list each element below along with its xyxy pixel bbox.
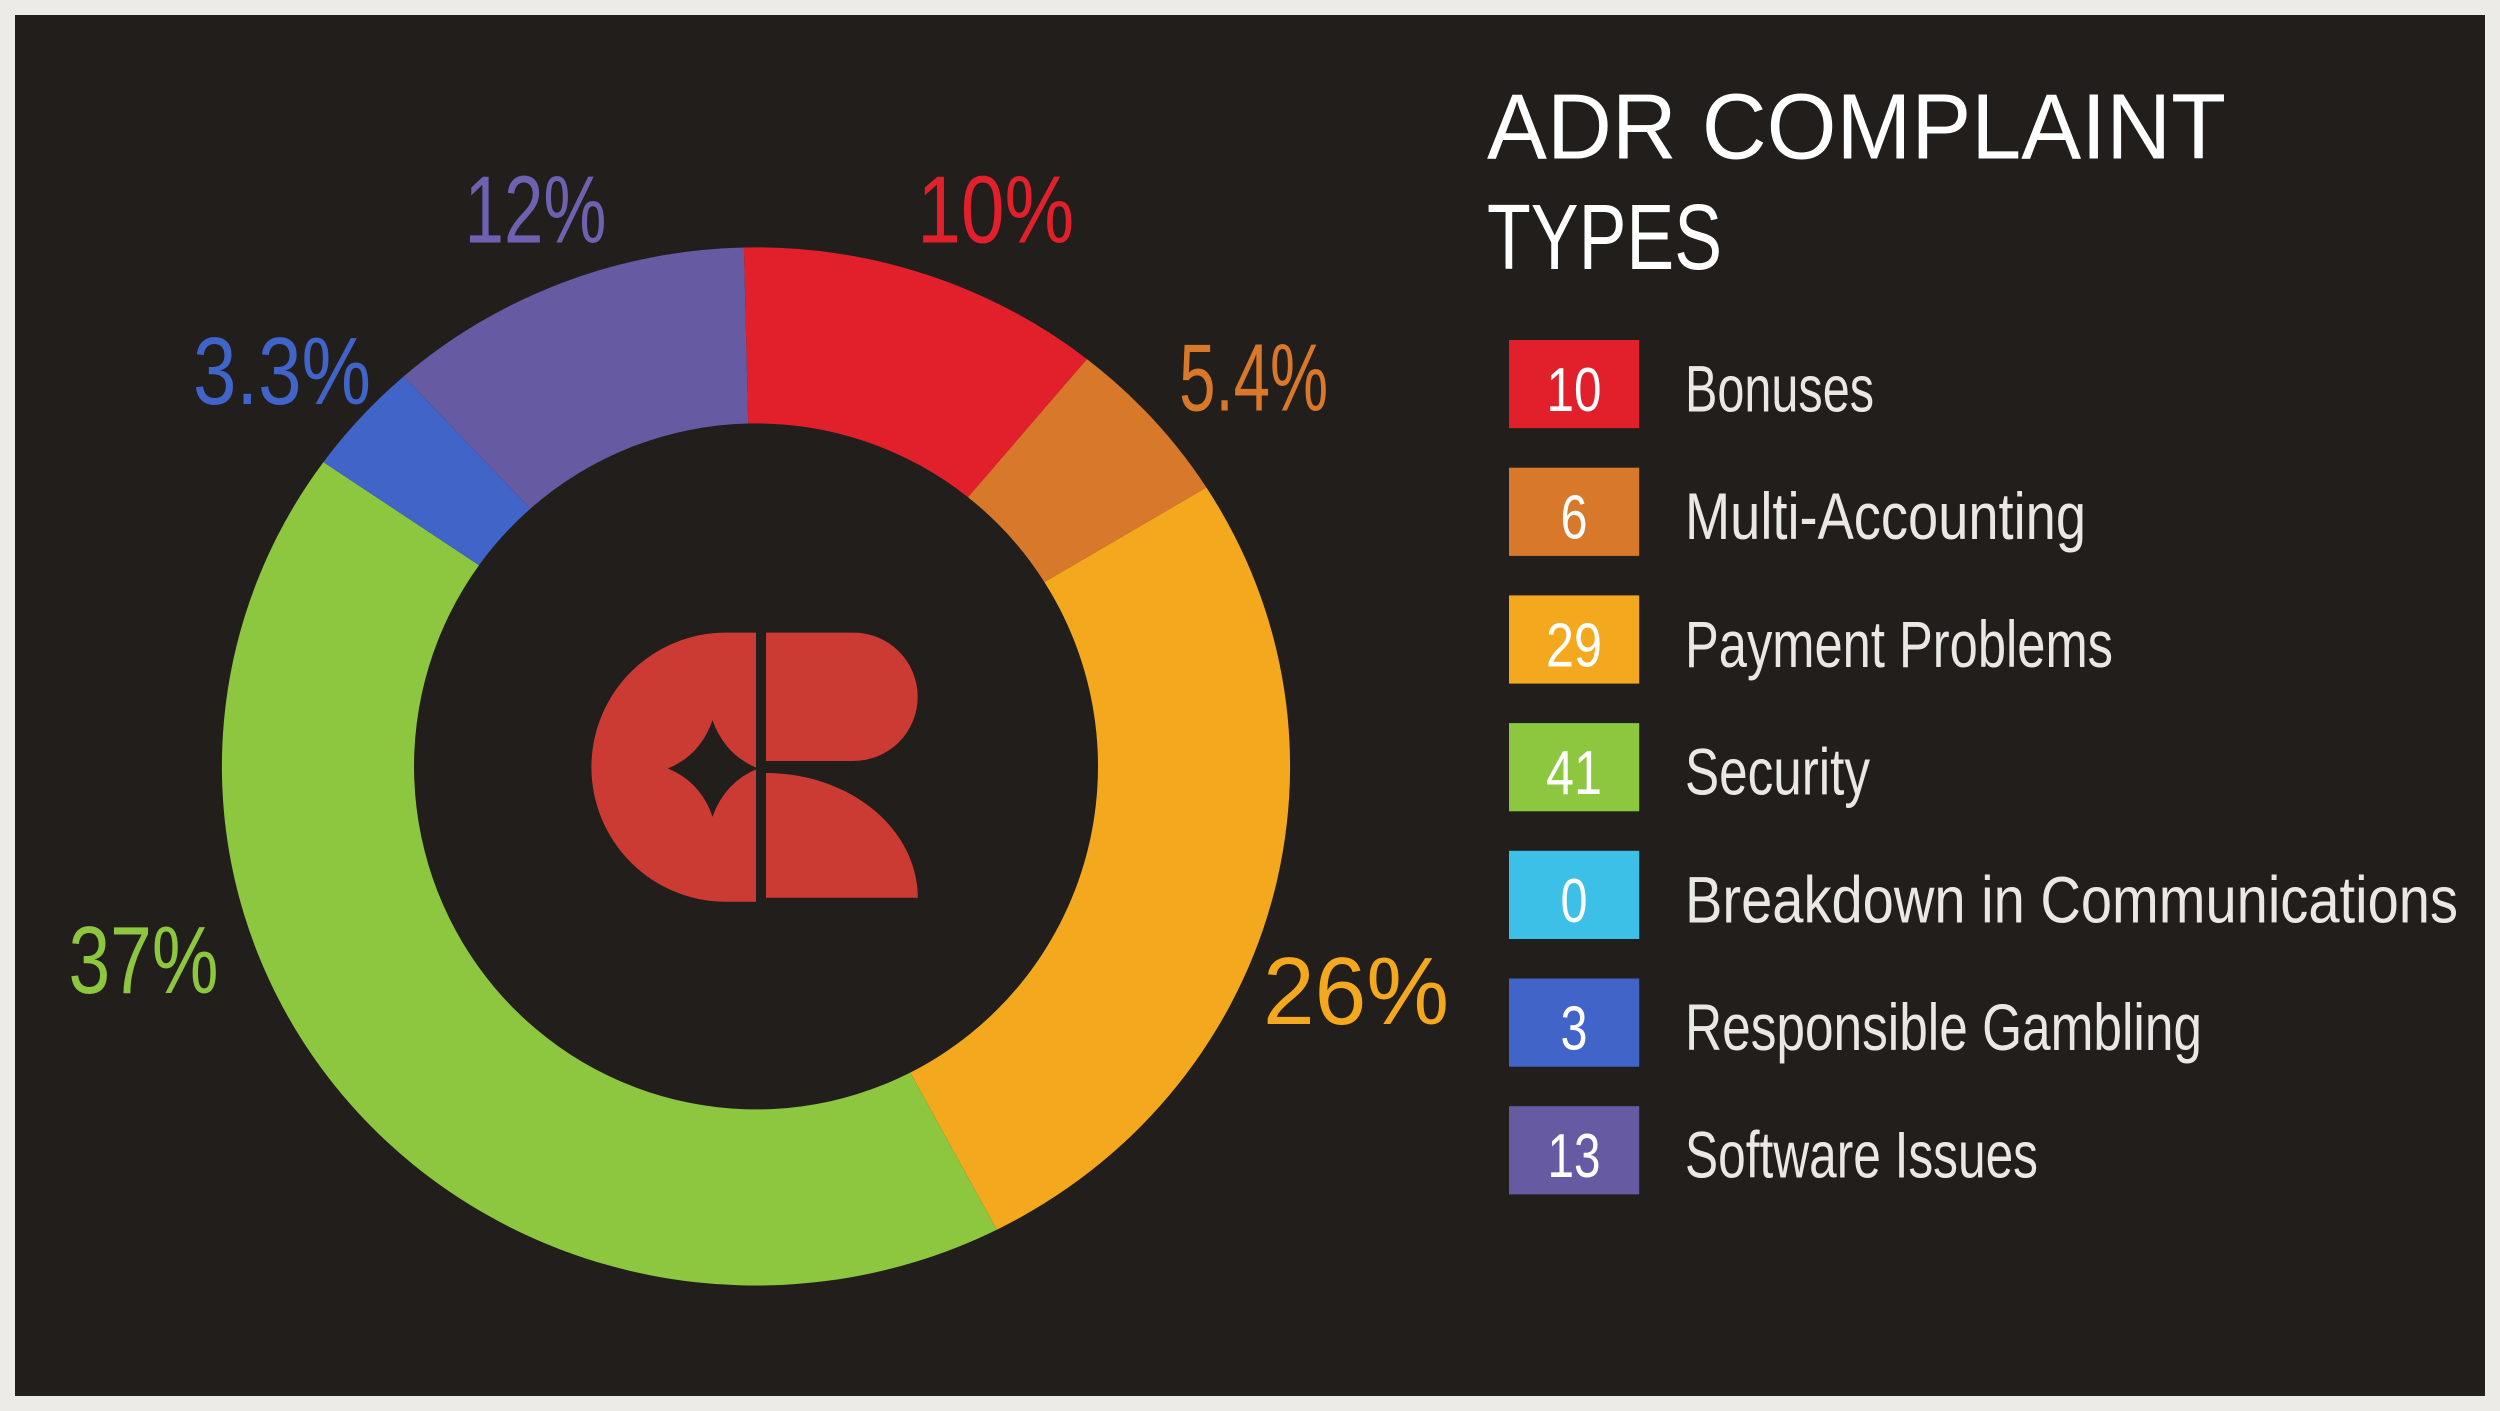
svg-text:3.3%: 3.3% <box>193 318 371 425</box>
svg-text:ADR COMPLAINT: ADR COMPLAINT <box>1487 74 2226 178</box>
svg-text:Responsible Gambling: Responsible Gambling <box>1685 990 2202 1064</box>
svg-text:0: 0 <box>1561 867 1588 936</box>
svg-text:13: 13 <box>1548 1122 1601 1191</box>
svg-text:6: 6 <box>1561 484 1588 553</box>
svg-text:3: 3 <box>1561 995 1588 1064</box>
svg-text:Security: Security <box>1685 735 1870 809</box>
svg-text:Multi-Accounting: Multi-Accounting <box>1685 479 2086 553</box>
svg-text:Payment Problems: Payment Problems <box>1685 607 2113 681</box>
svg-text:10: 10 <box>1547 356 1602 425</box>
svg-text:29: 29 <box>1546 611 1602 680</box>
svg-text:TYPES: TYPES <box>1487 185 1722 289</box>
svg-text:12%: 12% <box>465 157 607 264</box>
svg-text:Bonuses: Bonuses <box>1685 352 1874 426</box>
svg-text:10%: 10% <box>917 157 1074 264</box>
svg-text:Breakdown in Communications: Breakdown in Communications <box>1685 862 2458 936</box>
svg-text:26%: 26% <box>1263 938 1449 1045</box>
svg-text:41: 41 <box>1546 739 1602 808</box>
svg-text:Software Issues: Software Issues <box>1685 1118 2038 1192</box>
svg-text:37%: 37% <box>69 907 219 1014</box>
svg-text:5.4%: 5.4% <box>1179 325 1328 432</box>
